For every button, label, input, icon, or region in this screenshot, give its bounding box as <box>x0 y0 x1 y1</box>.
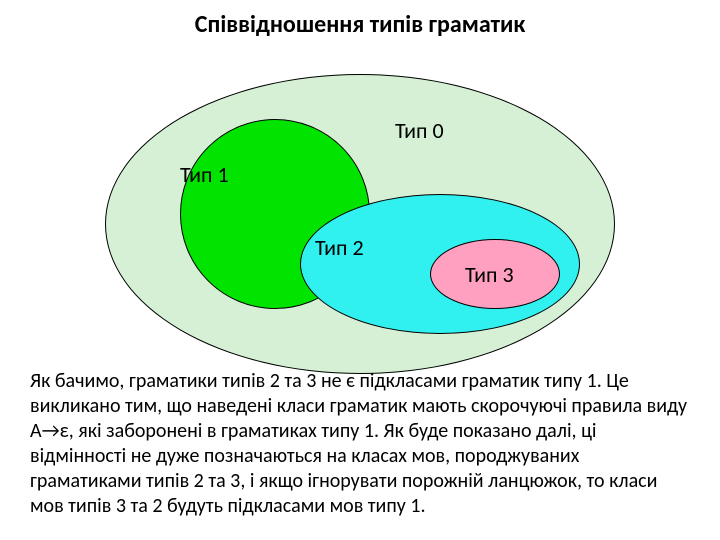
label-type3: Тип 3 <box>465 261 514 288</box>
description-paragraph: Як бачимо, граматики типів 2 та 3 не є п… <box>0 369 720 539</box>
page-title: Співвідношення типів граматик <box>0 0 720 39</box>
label-type0: Тип 0 <box>395 117 444 144</box>
venn-diagram: Тип 0 Тип 1 Тип 2 Тип 3 <box>0 39 720 369</box>
label-type1: Тип 1 <box>180 161 229 188</box>
label-type2: Тип 2 <box>315 234 364 261</box>
